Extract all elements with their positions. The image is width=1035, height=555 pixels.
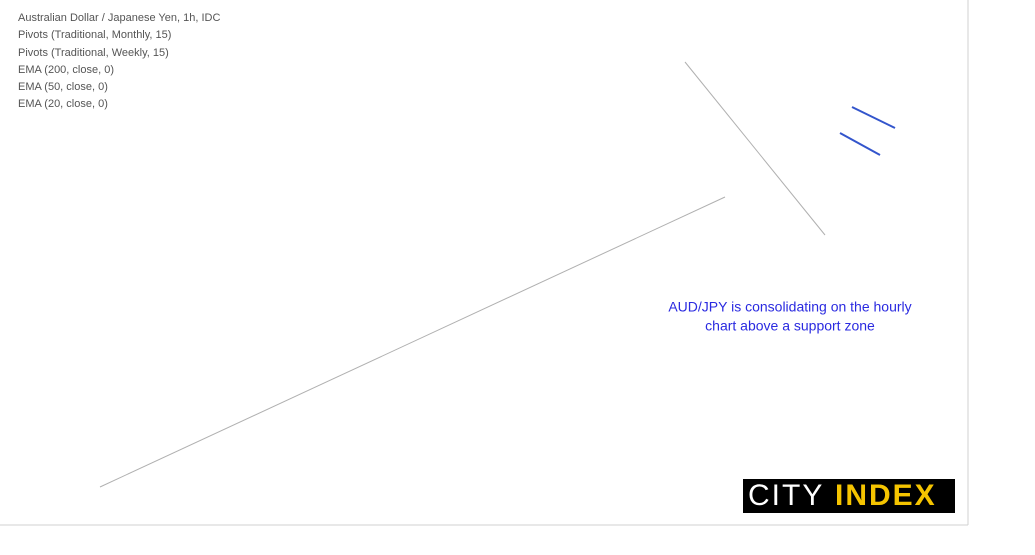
legend-line: Pivots (Traditional, Weekly, 15) bbox=[18, 47, 169, 59]
logo-background bbox=[743, 479, 955, 513]
legend-line: Australian Dollar / Japanese Yen, 1h, ID… bbox=[18, 12, 220, 24]
legend-line: EMA (200, close, 0) bbox=[18, 64, 114, 76]
logo: CITY INDEX bbox=[743, 479, 955, 513]
triangle-line bbox=[839, 132, 881, 156]
legend-line: EMA (20, close, 0) bbox=[18, 98, 108, 110]
logo-text: INDEX bbox=[835, 479, 937, 512]
legend-line: EMA (50, close, 0) bbox=[18, 81, 108, 93]
trend-line bbox=[684, 61, 826, 236]
logo-text: CITY bbox=[748, 479, 824, 512]
legend-line: Pivots (Traditional, Monthly, 15) bbox=[18, 29, 171, 41]
annotation: chart above a support zone bbox=[705, 318, 875, 334]
triangle-line bbox=[851, 106, 896, 129]
trend-line bbox=[99, 196, 726, 488]
annotation: AUD/JPY is consolidating on the hourly bbox=[668, 299, 911, 315]
